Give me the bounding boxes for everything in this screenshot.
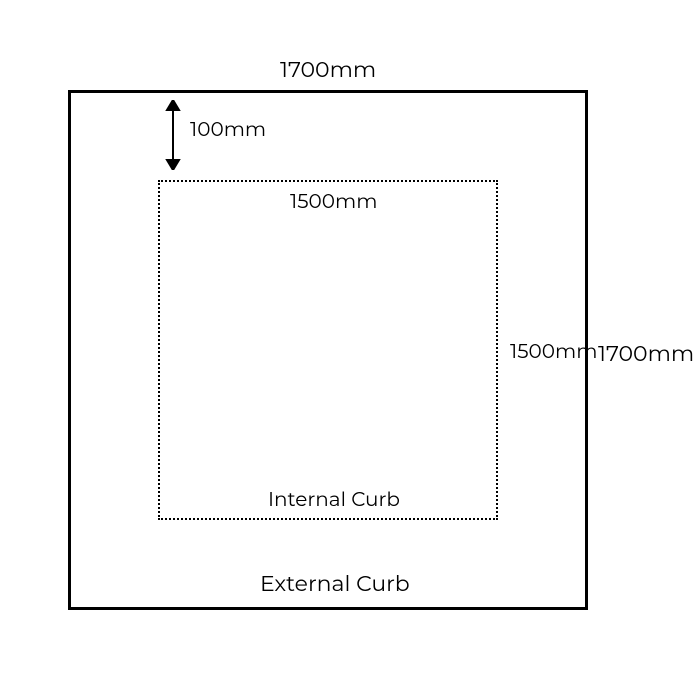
gap-label: 100mm: [190, 118, 266, 142]
inner-width-label: 1500mm: [290, 190, 377, 214]
external-curb-label: External Curb: [260, 570, 410, 597]
inner-height-label: 1500mm: [510, 340, 597, 364]
double-arrow-icon: [163, 100, 183, 170]
curb-diagram: 1700mm 1700mm External Curb 1500mm 1500m…: [0, 0, 700, 700]
outer-width-label: 1700mm: [280, 56, 376, 83]
internal-curb-box: [158, 180, 498, 520]
gap-arrow: [163, 100, 183, 175]
internal-curb-label: Internal Curb: [268, 488, 400, 512]
outer-height-label: 1700mm: [598, 340, 694, 367]
